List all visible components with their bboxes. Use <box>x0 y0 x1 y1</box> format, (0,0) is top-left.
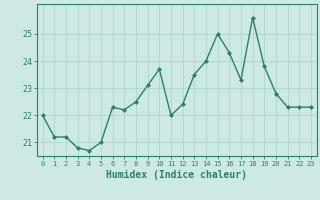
X-axis label: Humidex (Indice chaleur): Humidex (Indice chaleur) <box>106 170 247 180</box>
